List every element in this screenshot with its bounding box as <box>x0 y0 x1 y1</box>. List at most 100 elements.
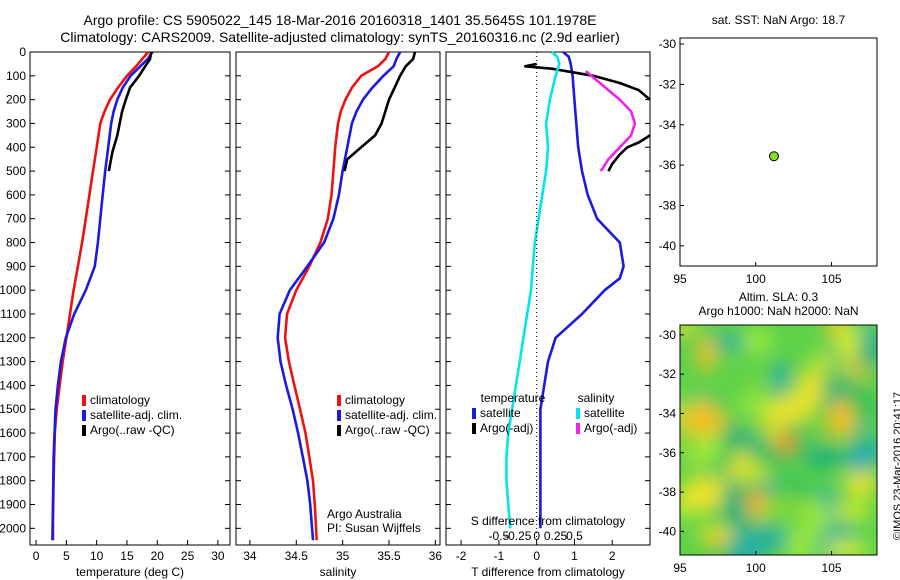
altimetry-cell <box>718 480 746 519</box>
location-map-ytick-label: -36 <box>659 158 677 172</box>
altimetry-cell <box>680 403 727 437</box>
altimetry-title-line1: Altim. SLA: 0.3 <box>739 290 819 304</box>
difference-profile-xtick-label: -2 <box>456 549 467 563</box>
salinity-diff-label: S difference from climatology <box>471 514 626 528</box>
altimetry-cell <box>806 498 828 537</box>
altimetry-ytick-label: -30 <box>659 328 677 342</box>
altimetry-cell <box>738 418 776 434</box>
difference-profile-xtick-label: 1 <box>571 549 578 563</box>
temp-legend-label: climatology <box>90 393 150 407</box>
altimetry-xtick-label: 100 <box>746 561 766 575</box>
temperature-profile-xtick-label: 20 <box>151 549 165 563</box>
altimetry-cell <box>770 360 790 397</box>
sal-legend-swatch <box>337 395 341 406</box>
location-map-ytick-label: -32 <box>659 77 677 91</box>
difference-profile-frame <box>445 51 651 546</box>
depth-tick-label: 100 <box>6 69 26 83</box>
altimetry-cell <box>856 340 877 368</box>
altimetry-cell <box>697 525 735 544</box>
temp-legend-swatch <box>82 395 86 406</box>
depth-tick-label: 900 <box>6 259 26 273</box>
altimetry-ytick-label: -40 <box>659 524 677 538</box>
sal-legend-title: salinity <box>578 391 615 405</box>
series-line-climatology <box>51 51 150 541</box>
depth-tick-label: 1600 <box>0 426 26 440</box>
salinity-diff-tick-label: -0.25 <box>504 529 532 543</box>
salinity-profile-xlabel: salinity <box>320 565 357 579</box>
temp-legend-label: satellite-adj. clim. <box>90 408 182 422</box>
altimetry-ytick-label: -32 <box>659 367 677 381</box>
altimetry-cell <box>824 404 856 438</box>
depth-tick-label: 500 <box>6 164 26 178</box>
location-map-xtick-label: 100 <box>746 272 766 286</box>
altimetry-xtick-label: 95 <box>673 561 687 575</box>
altimetry-ytick-label: -36 <box>659 446 677 460</box>
altimetry-xtick-label: 105 <box>822 561 842 575</box>
salinity-diff-tick-label: 0.5 <box>566 529 583 543</box>
temperature-profile-xtick-label: 25 <box>181 549 195 563</box>
salinity-profile-xtick-label: 34 <box>243 549 257 563</box>
altimetry-cell <box>787 525 814 555</box>
temperature-profile-xtick-label: 10 <box>90 549 104 563</box>
series-line-argo-raw-qc- <box>107 51 153 172</box>
altimetry-cell <box>743 326 771 356</box>
location-map-xtick-label: 95 <box>673 272 687 286</box>
location-map-xtick-label: 105 <box>822 272 842 286</box>
salinity-profile-xtick-label: 34.5 <box>285 549 309 563</box>
depth-tick-label: 1300 <box>0 355 26 369</box>
altimetry-cell <box>738 394 771 414</box>
salinity-profile-xtick-label: 35 <box>336 549 350 563</box>
series-line-t-satellite <box>539 51 625 529</box>
salinity-diff-tick-label: 0.25 <box>544 529 568 543</box>
location-map-frame <box>679 37 878 267</box>
difference-profile-xtick-label: 0 <box>533 549 540 563</box>
altimetry-high-cell <box>777 431 796 454</box>
sal-legend-label: satellite-adj. clim. <box>345 408 437 422</box>
depth-tick-label: 1500 <box>0 402 26 416</box>
figure-title-line2: Climatology: CARS2009. Satellite-adjuste… <box>60 29 620 45</box>
salinity-profile-xtick-label: 36 <box>429 549 443 563</box>
altimetry-cell <box>803 445 845 469</box>
depth-tick-label: 0 <box>19 45 26 59</box>
diff-temp-legend-swatch <box>472 408 476 419</box>
depth-tick-label: 1400 <box>0 378 26 392</box>
depth-tick-label: 700 <box>6 212 26 226</box>
depth-tick-label: 1200 <box>0 331 26 345</box>
annotation-line1: Argo Australia <box>327 507 402 521</box>
altimetry-high-cell <box>745 489 766 506</box>
depth-tick-label: 300 <box>6 116 26 130</box>
altimetry-cell <box>795 369 824 411</box>
altimetry-cell <box>696 335 717 373</box>
salinity-profile-frame <box>235 51 441 546</box>
altimetry-cell <box>759 492 808 522</box>
temp-legend-swatch <box>82 425 86 436</box>
series-line-s-argo-adj- <box>584 70 637 172</box>
altimetry-high-cell <box>706 535 723 548</box>
difference-profile-xlabel: T difference from climatology <box>471 565 625 579</box>
depth-tick-label: 1700 <box>0 450 26 464</box>
temperature-profile-xtick-label: 30 <box>211 549 225 563</box>
depth-tick-label: 1000 <box>0 283 26 297</box>
altimetry-cell <box>843 471 877 497</box>
altimetry-heatmap <box>680 325 877 555</box>
series-line-argo-deep-segment <box>607 134 651 172</box>
sal-legend-swatch <box>337 410 341 421</box>
credit-label: ©IMOS 23-Mar-2016 20:41:17 <box>892 391 900 540</box>
annotation-line2: PI: Susan Wijffels <box>327 521 421 535</box>
temp-legend-label: Argo(..raw -QC) <box>90 423 175 437</box>
depth-tick-label: 1800 <box>0 474 26 488</box>
diff-sal-legend-label: Argo(-adj) <box>584 421 637 435</box>
altimetry-low-cell <box>849 453 866 472</box>
depth-tick-label: 1900 <box>0 498 26 512</box>
altimetry-cell <box>710 333 755 350</box>
altimetry-ytick-label: -34 <box>659 406 677 420</box>
altimetry-title-line2: Argo h1000: NaN h2000: NaN <box>698 304 858 318</box>
temp-legend-swatch <box>82 410 86 421</box>
series-line-climatology <box>283 51 391 541</box>
location-map-ytick-label: -40 <box>659 239 677 253</box>
salinity-diff-tick-label: 0 <box>533 529 540 543</box>
diff-sal-legend-swatch <box>576 408 580 419</box>
temperature-profile-xtick-label: 5 <box>63 549 70 563</box>
series-line-s-satellite <box>505 51 561 529</box>
